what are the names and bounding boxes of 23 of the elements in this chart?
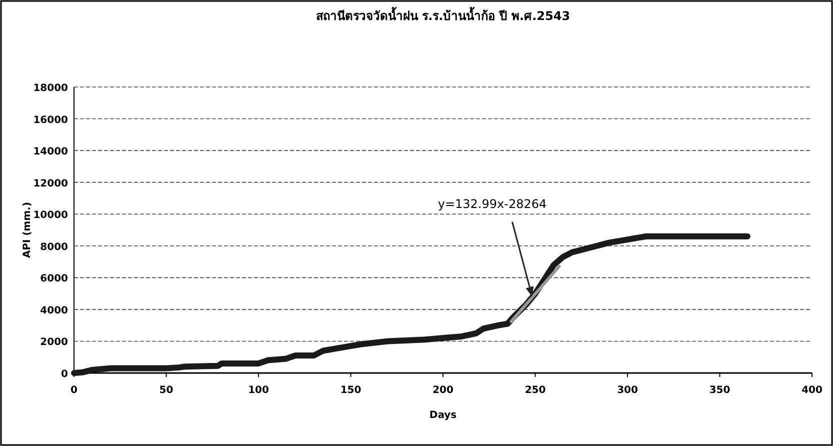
x-tick-label: 0 xyxy=(70,385,78,396)
x-tick-label: 400 xyxy=(802,385,822,396)
y-tick-label: 2000 xyxy=(40,337,68,348)
x-tick-label: 50 xyxy=(159,385,174,396)
y-tick-label: 8000 xyxy=(40,242,68,253)
y-tick-label: 6000 xyxy=(40,274,68,285)
y-tick-label: 18000 xyxy=(33,83,68,94)
y-tick-label: 14000 xyxy=(33,146,68,158)
y-tick-label: 0 xyxy=(61,369,68,380)
y-tick-label: 16000 xyxy=(33,114,68,126)
x-tick-label: 300 xyxy=(617,385,638,396)
x-tick-label: 250 xyxy=(524,385,546,396)
y-tick-label: 4000 xyxy=(40,305,68,316)
y-tick-label: 12000 xyxy=(33,178,68,190)
y-tick-label: 10000 xyxy=(33,210,68,222)
x-tick-label: 350 xyxy=(709,385,730,396)
y-axis-title: API (mm.) xyxy=(22,202,33,258)
x-axis-title: Days xyxy=(429,410,457,421)
x-tick-label: 100 xyxy=(248,385,269,396)
x-tick-label: 200 xyxy=(432,385,454,396)
annotation: y=132.99x-28264 xyxy=(438,196,547,211)
x-tick-label: 150 xyxy=(340,385,362,396)
chart-title: สถานีตรวจวัดน้ำฝน ร.ร.บ้านน้ำก้อ ปี พ.ศ.2543 xyxy=(316,6,570,23)
